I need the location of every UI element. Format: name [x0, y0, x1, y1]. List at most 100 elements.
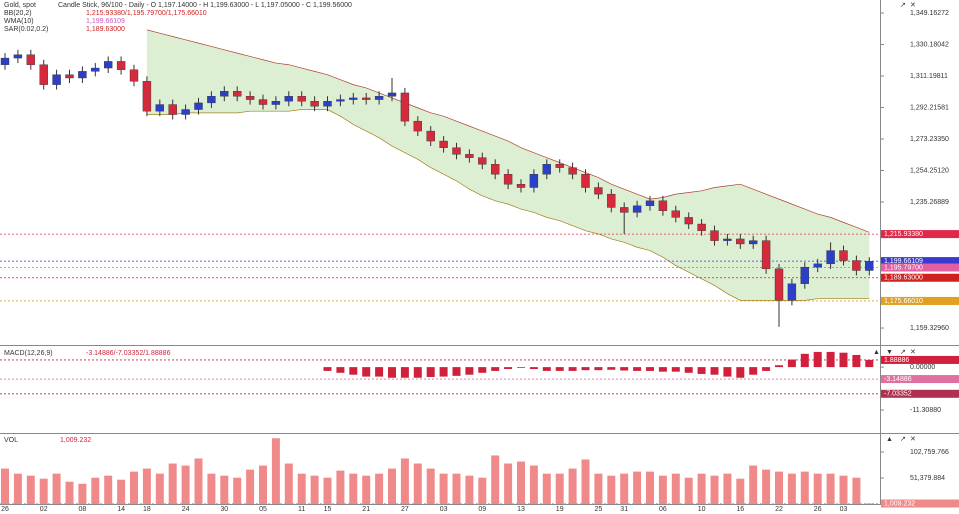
candle-body — [749, 240, 758, 245]
close-icon[interactable]: ✕ — [910, 2, 916, 9]
bar — [568, 367, 577, 371]
level-label-bg — [881, 263, 959, 272]
bar — [633, 471, 642, 504]
x-tick-label: 10 — [698, 506, 706, 513]
up-icon[interactable]: ▲ — [886, 436, 893, 443]
expand-icon[interactable]: ↗ — [900, 436, 906, 443]
candle-body — [362, 97, 371, 100]
symbol: Gold, spot — [4, 2, 36, 9]
candle-body — [594, 187, 603, 195]
y-tick-label: 1,235.26889 — [910, 199, 949, 206]
indicator-name: BB(20,2) — [4, 10, 32, 17]
candle-body — [852, 260, 861, 271]
bar — [620, 367, 629, 371]
candle-body — [697, 223, 706, 231]
indicator-name: WMA(10) — [4, 18, 34, 25]
level-label: -3.14886 — [884, 376, 912, 383]
bar — [336, 470, 345, 504]
candle-body — [620, 207, 629, 213]
x-tick-label: 02 — [40, 506, 48, 513]
candle-body — [710, 230, 719, 241]
x-tick-label: 26 — [814, 506, 822, 513]
level-label-bg — [881, 257, 959, 266]
bar — [349, 367, 358, 375]
bar — [542, 367, 551, 371]
x-tick-label: 21 — [362, 506, 370, 513]
bar — [400, 458, 409, 504]
x-tick-label: 22 — [775, 506, 783, 513]
bar — [155, 473, 164, 504]
x-tick-label: 11 — [298, 506, 305, 513]
bar — [852, 354, 861, 368]
bar — [39, 478, 48, 504]
bar — [233, 477, 242, 504]
expand-icon[interactable]: ↗ — [900, 349, 906, 356]
x-tick-label: 16 — [736, 506, 744, 513]
bar — [697, 367, 706, 374]
bar — [517, 461, 525, 504]
level-label: -7.03352 — [884, 391, 912, 398]
close-icon[interactable]: ✕ — [910, 349, 916, 356]
expand-icon[interactable]: ↗ — [900, 2, 906, 9]
bar — [607, 367, 616, 370]
bar — [13, 473, 22, 504]
bar — [349, 473, 358, 504]
bar — [684, 367, 693, 373]
bollinger-upper — [146, 29, 870, 233]
bar — [452, 367, 461, 376]
bar — [684, 477, 693, 504]
x-tick-label: 26 — [1, 506, 9, 513]
up-icon[interactable]: ▲ — [873, 349, 880, 356]
bar — [775, 471, 783, 504]
bar — [362, 367, 371, 377]
panel-subtitle: 1,009.232 — [60, 437, 91, 444]
bar — [633, 367, 642, 371]
bar — [555, 367, 564, 371]
y-tick-label: 1,349.16272 — [910, 10, 949, 17]
bar — [529, 465, 538, 504]
candle-body — [800, 266, 809, 284]
candle-body — [774, 268, 784, 301]
bar — [839, 352, 848, 368]
plots: 1,349.16272 1,330.18042 1,311.19811 1,292.2… — [0, 10, 959, 513]
bar — [375, 367, 384, 377]
y-tick-label: 51,379.884 — [910, 475, 945, 482]
bar — [710, 475, 719, 504]
candle-body — [207, 96, 216, 104]
bar — [800, 471, 809, 504]
candle-body — [284, 96, 293, 102]
bar — [762, 469, 771, 504]
candle-body — [465, 154, 474, 158]
bar — [413, 367, 422, 378]
bar — [375, 473, 384, 504]
bar — [478, 477, 487, 504]
bar — [658, 475, 667, 504]
window-buttons[interactable]: ↗ ✕ ▲ ▼ ↗ ✕ ▲ ↗ ✕ — [873, 2, 916, 443]
candle-body — [271, 101, 281, 105]
down-icon[interactable]: ▼ — [886, 349, 893, 356]
bar — [439, 473, 448, 504]
bar — [207, 473, 216, 504]
level-label: 1.88886 — [884, 357, 909, 364]
bar — [478, 367, 487, 373]
candle-body — [736, 238, 745, 245]
bar — [168, 463, 177, 504]
close-icon[interactable]: ✕ — [910, 436, 916, 443]
bollinger-lower — [146, 109, 870, 301]
candle-body — [336, 99, 345, 102]
level-label-bg — [881, 296, 959, 305]
candle-body — [439, 140, 448, 148]
level-label-bg — [881, 230, 959, 239]
bar — [220, 475, 229, 504]
candle-body — [374, 96, 384, 100]
bar — [504, 367, 513, 370]
x-tick-label: 08 — [79, 506, 87, 513]
bar — [658, 367, 667, 372]
candle-body — [607, 193, 616, 208]
bar — [465, 367, 474, 375]
bar — [465, 475, 474, 504]
candle-body — [555, 164, 564, 168]
bar — [826, 351, 835, 368]
bar — [91, 477, 100, 504]
bar — [426, 468, 435, 504]
